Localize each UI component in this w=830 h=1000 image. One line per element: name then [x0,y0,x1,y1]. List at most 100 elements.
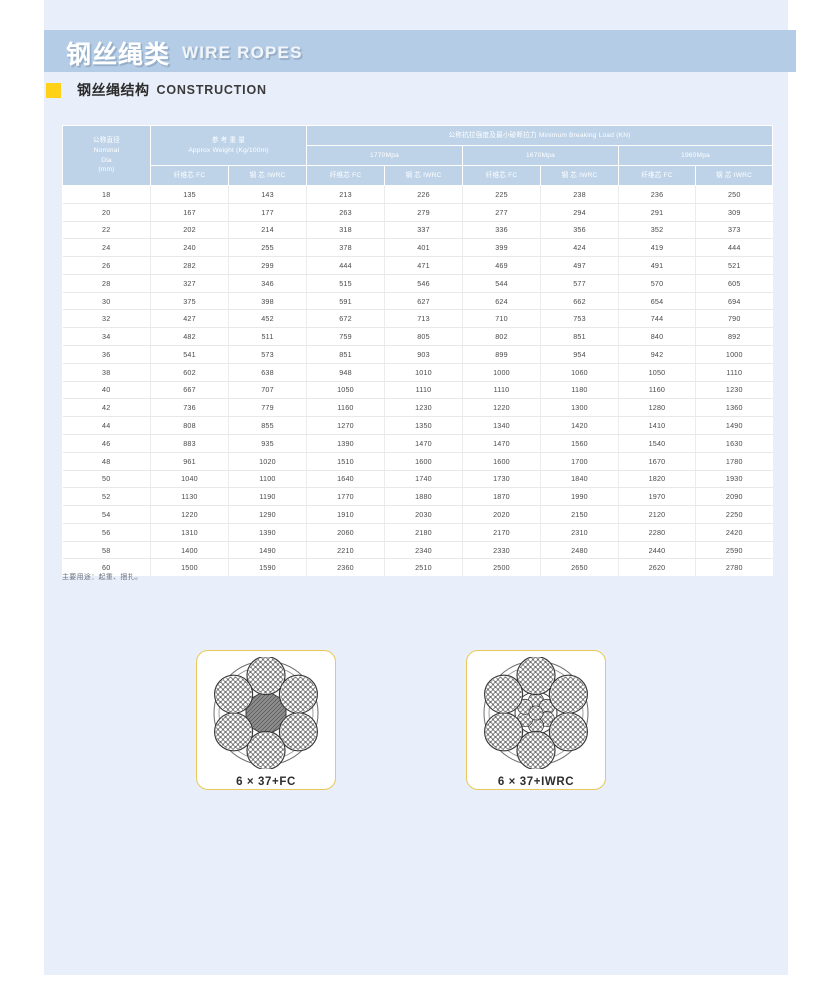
cell-value: 2120 [618,505,696,524]
cell-value: 1540 [618,434,696,453]
table-body: 18 135 143 213 226 225 238 236 250 20 167 177 263 279… [62,185,773,577]
cell-value: 452 [228,309,307,329]
th-nominal-dia: 公称直径 Nominal Dia (mm) [62,125,151,186]
cell-value: 2060 [306,523,385,542]
cell-nominal-dia: 20 [62,203,151,222]
rope-diagram-card-fc[interactable] [196,650,336,790]
cell-value: 544 [462,274,541,293]
th-approx-weight-en: Approx Weight (Kg/100m) [188,146,269,154]
cell-value: 805 [384,327,463,347]
cell-value: 1060 [540,363,619,382]
cell-value: 299 [228,256,307,275]
page-title-en: WIRE ROPES [182,43,303,62]
cell-value: 899 [462,345,541,364]
table-row: 32 427 452 672 713 710 753 744 790 [62,309,773,329]
cell-value: 427 [150,309,229,329]
cell-value: 802 [462,327,541,347]
cell-value: 2590 [694,541,773,560]
table-row: 34 482 511 759 805 802 851 840 892 [62,327,773,347]
cell-value: 250 [694,185,773,204]
th-1670-iwrc: 钢 芯 IWRC [540,165,619,186]
cell-value: 935 [228,434,307,453]
cell-value: 1180 [540,381,619,400]
cell-value: 1600 [384,452,463,471]
cell-value: 2250 [694,505,773,524]
rope-diagram-caption-iwrc: 6 × 37+IWRC [497,776,575,788]
cell-value: 167 [150,203,229,222]
cell-value: 2310 [540,523,619,542]
cell-value: 2780 [694,558,773,577]
section-heading: 钢丝绳结构 CONSTRUCTION [46,80,267,100]
diagram-gallery: 6 × 37+FC [44,650,788,810]
cell-value: 2340 [384,541,463,560]
cell-value: 1360 [694,398,773,418]
cell-value: 135 [150,185,229,204]
cell-value: 336 [462,221,541,240]
cell-value: 1350 [384,416,463,435]
cell-nominal-dia: 58 [62,541,151,560]
cell-value: 424 [540,238,619,258]
cell-value: 710 [462,309,541,329]
cell-nominal-dia: 50 [62,470,151,489]
cell-value: 903 [384,345,463,364]
cell-value: 1160 [618,381,696,400]
cell-value: 942 [618,345,696,364]
rope-diagram-card-iwrc[interactable] [466,650,606,790]
cell-value: 1500 [150,558,229,577]
cell-value: 1270 [306,416,385,435]
cell-value: 627 [384,292,463,311]
cell-value: 375 [150,292,229,311]
cell-value: 279 [384,203,463,222]
cell-value: 1560 [540,434,619,453]
cell-value: 1010 [384,363,463,382]
cell-value: 2510 [384,558,463,577]
cell-value: 398 [228,292,307,311]
page-header-band [44,30,796,72]
table-row: 24 240 255 378 401 399 424 419 444 [62,238,773,258]
cell-nominal-dia: 40 [62,381,151,400]
cell-value: 491 [618,256,696,275]
cell-value: 892 [694,327,773,347]
cell-value: 226 [384,185,463,204]
cell-value: 399 [462,238,541,258]
cell-value: 2030 [384,505,463,524]
cell-value: 1670 [618,452,696,471]
cell-value: 1000 [462,363,541,382]
cell-value: 378 [306,238,385,258]
cell-value: 1040 [150,470,229,489]
table-header-row-2: 1770Mpa 1670Mpa 1960Mpa [63,145,774,166]
rope-cross-section-iwrc-icon [483,657,589,769]
cell-value: 744 [618,309,696,329]
th-grade-1670: 1670Mpa [462,145,619,166]
table-row: 36 541 573 851 903 899 954 942 1000 [62,345,773,364]
cell-value: 2280 [618,523,696,542]
cell-value: 337 [384,221,463,240]
cell-value: 2480 [540,541,619,560]
th-nominal-dia-cn: 公称直径 [92,136,121,144]
table-row: 20 167 177 263 279 277 294 291 309 [62,203,773,222]
cell-value: 1600 [462,452,541,471]
th-nominal-dia-en2: Dia [101,156,112,164]
th-1960-fc: 纤维芯 FC [618,165,696,186]
cell-value: 214 [228,221,307,240]
cell-value: 855 [228,416,307,435]
cell-value: 1280 [618,398,696,418]
cell-value: 654 [618,292,696,311]
th-nominal-dia-en1: Nominal [93,146,120,154]
cell-value: 1020 [228,452,307,471]
cell-nominal-dia: 48 [62,452,151,471]
cell-value: 521 [694,256,773,275]
cell-value: 309 [694,203,773,222]
cell-nominal-dia: 36 [62,345,151,364]
cell-value: 373 [694,221,773,240]
table-row: 44 808 855 1270 1350 1340 1420 1410 1490 [62,416,773,435]
table-row: 30 375 398 591 627 624 662 654 694 [62,292,773,311]
table-row: 58 1400 1490 2210 2340 2330 2480 2440 2590 [62,541,773,560]
cell-nominal-dia: 26 [62,256,151,275]
cell-value: 482 [150,327,229,347]
cell-value: 808 [150,416,229,435]
table-row: 22 202 214 318 337 336 356 352 373 [62,221,773,240]
specification-table-container: 公称直径 Nominal Dia (mm) 参 考 重 量 Approx Wei… [62,125,774,577]
table-row: 60 1500 1590 2360 2510 2500 2650 2620 2780 [62,558,773,577]
cell-value: 515 [306,274,385,293]
